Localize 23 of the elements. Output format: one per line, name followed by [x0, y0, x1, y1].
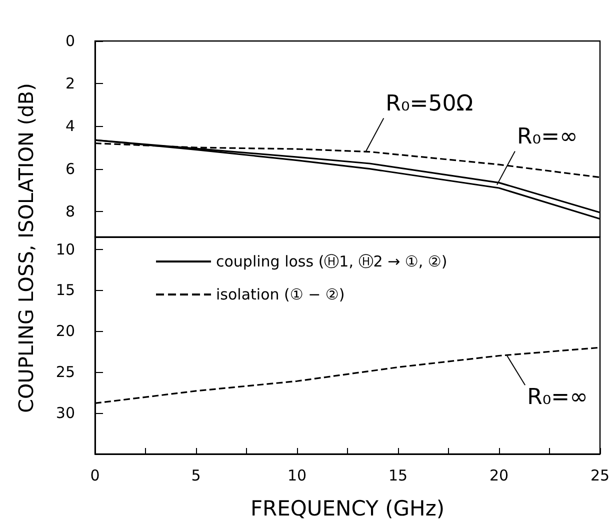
y-axis-title: COUPLING LOSS, ISOLATION (dB): [14, 83, 38, 413]
x-tick-label: 25: [590, 466, 610, 484]
y-tick-label: 6: [65, 160, 75, 178]
x-tick-label: 15: [388, 466, 408, 484]
x-axis-title: FREQUENCY (GHz): [250, 496, 445, 520]
x-tick-label: 10: [287, 466, 307, 484]
y-tick-label: 4: [65, 117, 75, 136]
y-tick-label: 25: [56, 363, 75, 382]
x-tick-label: 5: [191, 466, 201, 484]
y-tick-label: 8: [65, 202, 75, 220]
y-tick-label: 10: [56, 240, 75, 258]
y-tick-label: 20: [56, 322, 75, 340]
legend-label: coupling loss (Ⓗ1, Ⓗ2 → ①, ②): [216, 252, 448, 270]
annotation: R₀=50Ω: [386, 91, 474, 116]
y-tick-label: 0: [65, 32, 75, 50]
annotation: R₀=∞: [516, 124, 578, 150]
y-tick-label: 2: [65, 74, 75, 93]
y-tick-label: 30: [56, 404, 75, 422]
legend-label: isolation (① − ②): [216, 286, 345, 304]
y-tick-label: 15: [56, 281, 75, 300]
x-tick-label: 20: [489, 466, 509, 484]
annotation: R₀=∞: [527, 385, 588, 410]
x-tick-label: 0: [90, 466, 100, 484]
